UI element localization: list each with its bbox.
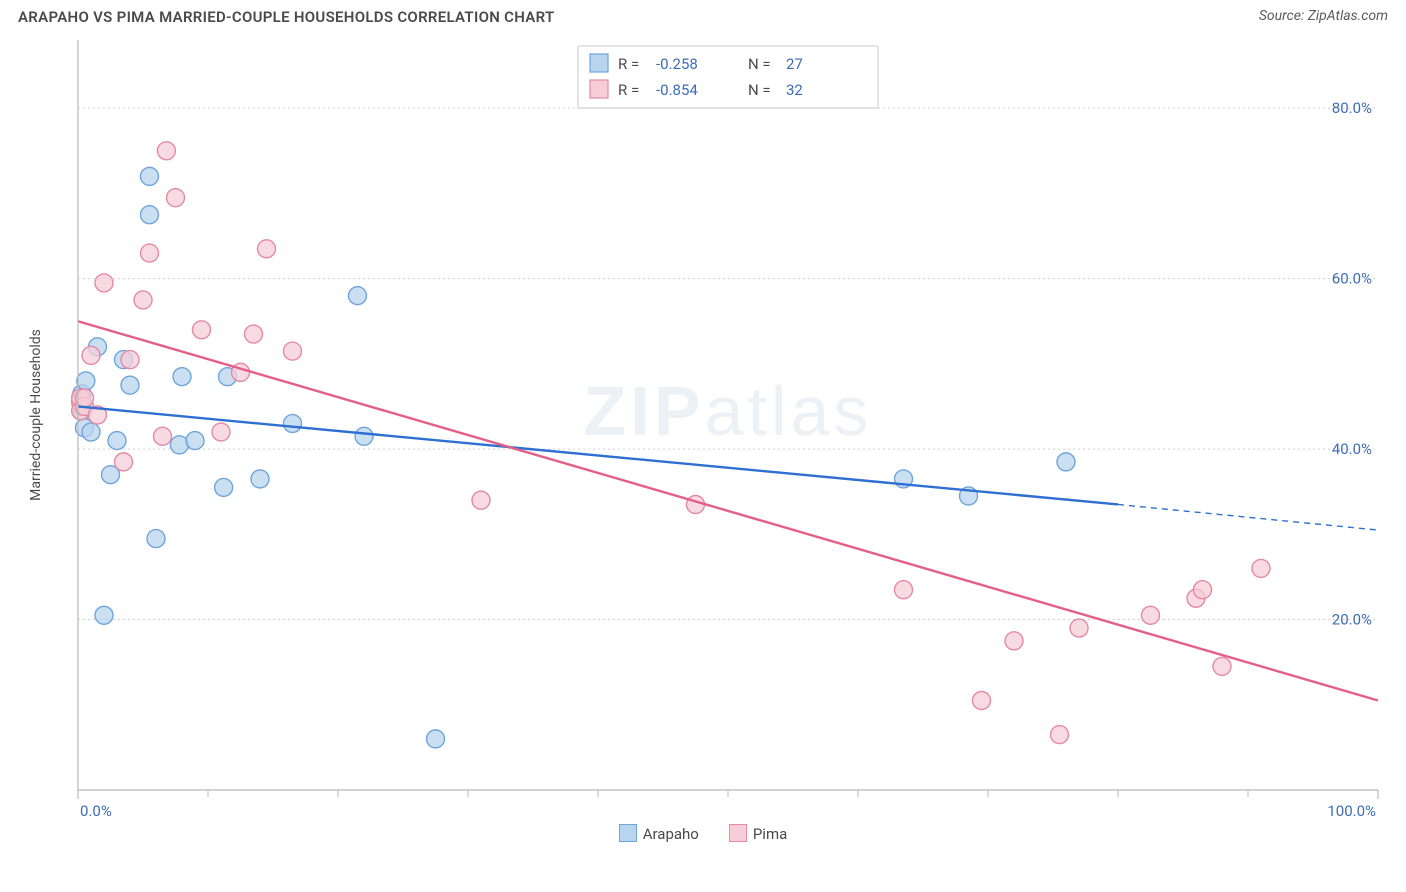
svg-text:-0.258: -0.258 — [656, 55, 698, 73]
svg-text:N =: N = — [748, 55, 771, 73]
arapaho-point — [251, 470, 269, 488]
pima-point — [157, 142, 175, 160]
arapaho-point — [95, 606, 113, 624]
svg-text:20.0%: 20.0% — [1332, 611, 1372, 629]
arapaho-point — [108, 432, 126, 450]
arapaho-point — [427, 730, 445, 748]
arapaho-point — [215, 478, 233, 496]
pima-point — [1142, 606, 1160, 624]
pima-point — [1252, 559, 1270, 577]
pima-point — [687, 495, 705, 513]
arapaho-point — [173, 368, 191, 386]
pima-point — [1005, 632, 1023, 650]
pima-point — [973, 692, 991, 710]
arapaho-point — [284, 415, 302, 433]
arapaho-point — [141, 206, 159, 224]
chart-container: 20.0% 40.0% 60.0% 80.0% ZIPatlas 0.0% 100.0% Ma… — [18, 30, 1388, 820]
legend-item-arapaho: Arapaho — [619, 824, 699, 843]
source-label: Source: ZipAtlas.com — [1259, 8, 1388, 24]
pima-point — [82, 346, 100, 364]
arapaho-point — [147, 530, 165, 548]
pima-point — [154, 427, 172, 445]
pima-point — [1051, 726, 1069, 744]
pima-point — [95, 274, 113, 292]
legend-swatch — [729, 824, 747, 842]
pima-point — [895, 581, 913, 599]
pima-point — [121, 351, 139, 369]
pima-point — [193, 321, 211, 339]
pima-point — [1194, 581, 1212, 599]
arapaho-point — [349, 287, 367, 305]
pima-point — [258, 240, 276, 258]
pima-point — [1213, 657, 1231, 675]
chart-title: ARAPAHO VS PIMA MARRIED-COUPLE HOUSEHOLD… — [18, 8, 555, 26]
svg-text:32: 32 — [786, 81, 803, 99]
scatter-chart: 20.0% 40.0% 60.0% 80.0% ZIPatlas 0.0% 100.0% Ma… — [18, 30, 1388, 820]
pima-point — [167, 189, 185, 207]
pima-point — [245, 325, 263, 343]
svg-text:60.0%: 60.0% — [1332, 270, 1372, 288]
legend-item-pima: Pima — [729, 824, 787, 843]
arapaho-point — [141, 167, 159, 185]
pima-point — [141, 244, 159, 262]
arapaho-point — [355, 427, 373, 445]
svg-text:Married-couple Households: Married-couple Households — [28, 329, 44, 501]
svg-text:-0.854: -0.854 — [656, 81, 698, 99]
arapaho-point — [1057, 453, 1075, 471]
svg-text:80.0%: 80.0% — [1332, 99, 1372, 117]
arapaho-point — [82, 423, 100, 441]
pima-point — [212, 423, 230, 441]
bottom-legend: Arapaho Pima — [0, 824, 1406, 843]
svg-text:R =: R = — [618, 81, 639, 99]
legend-swatch — [619, 824, 637, 842]
svg-text:ZIPatlas: ZIPatlas — [584, 372, 873, 450]
svg-text:27: 27 — [786, 55, 803, 73]
svg-text:0.0%: 0.0% — [80, 802, 112, 820]
arapaho-point — [77, 372, 95, 390]
svg-text:100.0%: 100.0% — [1327, 802, 1376, 820]
svg-text:R =: R = — [618, 55, 639, 73]
pima-point — [1070, 619, 1088, 637]
arapaho-point — [186, 432, 204, 450]
pima-point — [134, 291, 152, 309]
svg-text:40.0%: 40.0% — [1332, 440, 1372, 458]
pima-point — [284, 342, 302, 360]
arapaho-point — [121, 376, 139, 394]
pima-point — [472, 491, 490, 509]
pima-point — [115, 453, 133, 471]
svg-text:N =: N = — [748, 81, 771, 99]
